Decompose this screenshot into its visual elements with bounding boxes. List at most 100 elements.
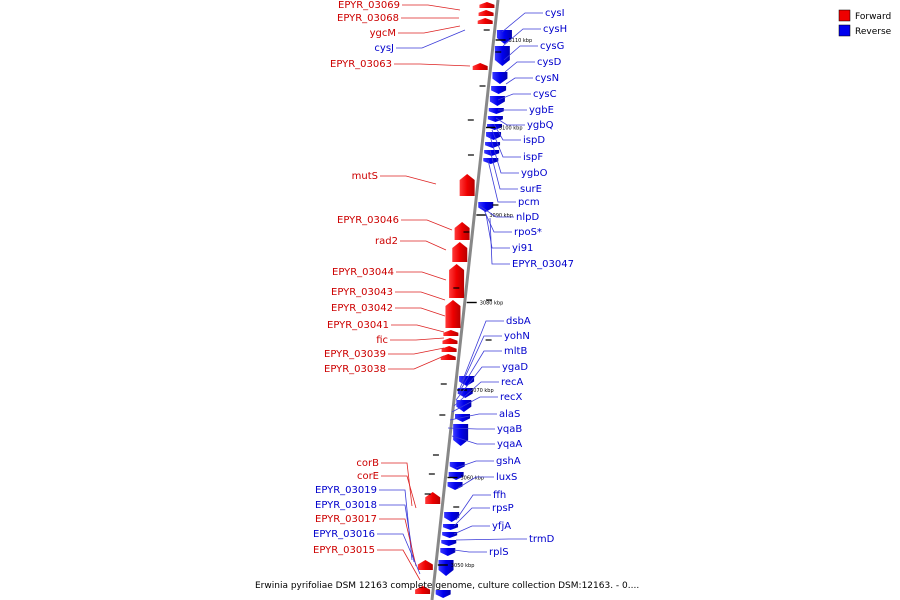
- gene-label-cysd[interactable]: cysD: [537, 57, 562, 68]
- reverse-gene-block-26: [438, 560, 454, 576]
- leader-epyr-03017: [379, 518, 417, 567]
- genome-caption: Erwinia pyrifoliae DSM 12163 complete ge…: [255, 581, 639, 591]
- leader-rpos-: [483, 209, 512, 233]
- gene-label-ygbo[interactable]: ygbO: [521, 168, 548, 179]
- leader-cysg: [503, 45, 538, 61]
- gene-label-epyr-03063[interactable]: EPYR_03063: [330, 59, 392, 70]
- feature-layer: [415, 2, 512, 598]
- leader-epyr-03046: [401, 219, 453, 231]
- gene-label-ispf[interactable]: ispF: [523, 152, 543, 163]
- leader-core: [381, 475, 417, 509]
- leader-fic: [390, 337, 445, 341]
- gene-label-epyr-03046[interactable]: EPYR_03046: [337, 215, 399, 226]
- label-leaders: [377, 4, 543, 581]
- gene-label-ffh[interactable]: ffh: [493, 490, 506, 501]
- forward-gene-block-9: [443, 330, 459, 336]
- gene-label-epyr-03039[interactable]: EPYR_03039: [324, 349, 386, 360]
- gene-label-cysj[interactable]: cysJ: [374, 43, 394, 54]
- gene-label-epyr-03038[interactable]: EPYR_03038: [324, 364, 386, 375]
- gene-label-nlpd[interactable]: nlpD: [516, 212, 539, 223]
- leader-trmd: [455, 538, 527, 541]
- gene-label-epyr-03069[interactable]: EPYR_03069: [338, 0, 400, 11]
- gene-label-rpsp[interactable]: rpsP: [492, 503, 514, 514]
- gene-label-gsha[interactable]: gshA: [496, 456, 521, 467]
- gene-label-epyr-03016[interactable]: EPYR_03016: [313, 529, 375, 540]
- gene-label-fic[interactable]: fic: [376, 335, 388, 346]
- leader-ispf: [491, 129, 521, 158]
- leader-epyr-03063: [394, 63, 471, 67]
- gene-label-epyr-03047[interactable]: EPYR_03047: [512, 259, 574, 270]
- reverse-gene-block-5: [488, 108, 504, 114]
- genome-backbone: [430, 0, 500, 600]
- gene-label-cysi[interactable]: cysI: [545, 8, 565, 19]
- gene-label-cysn[interactable]: cysN: [535, 73, 559, 84]
- gene-label-corb[interactable]: corB: [356, 458, 379, 469]
- gene-label-sure[interactable]: surE: [520, 184, 542, 195]
- axis-tick-label-3100: 3100 kbp: [499, 126, 523, 132]
- gene-label-ygcm[interactable]: ygcM: [370, 28, 396, 39]
- gene-label-epyr-03044[interactable]: EPYR_03044: [332, 267, 394, 278]
- gene-label-reca[interactable]: recA: [501, 377, 524, 388]
- leader-muts: [380, 175, 437, 185]
- gene-label-epyr-03042[interactable]: EPYR_03042: [331, 303, 393, 314]
- gene-label-cysc[interactable]: cysC: [533, 89, 557, 100]
- gene-label-ygbe[interactable]: ygbE: [529, 105, 554, 116]
- gene-label-epyr-03018[interactable]: EPYR_03018: [315, 500, 377, 511]
- leader-cysi: [501, 12, 543, 33]
- gene-label-rad2[interactable]: rad2: [375, 236, 398, 247]
- leader-yi91: [485, 213, 510, 249]
- leader-epyr-03069: [402, 4, 461, 11]
- leader-reca: [453, 381, 499, 407]
- gene-label-ygbq[interactable]: ygbQ: [527, 120, 554, 131]
- gene-label-ispd[interactable]: ispD: [523, 135, 545, 146]
- gene-label-yohn[interactable]: yohN: [504, 331, 530, 342]
- gene-label-pcm[interactable]: pcm: [518, 197, 540, 208]
- reverse-gene-block-12: [478, 202, 494, 212]
- legend-swatch-reverse: [838, 24, 851, 37]
- forward-gene-block-2: [477, 18, 493, 24]
- legend-swatch-forward: [838, 9, 851, 22]
- reverse-gene-block-18: [449, 462, 465, 470]
- gene-label-yi91[interactable]: yi91: [512, 243, 533, 254]
- leader-ygad: [455, 366, 500, 401]
- gene-label-muts[interactable]: mutS: [352, 171, 378, 182]
- gene-label-epyr-03019[interactable]: EPYR_03019: [315, 485, 377, 496]
- forward-gene-block-1: [478, 10, 494, 16]
- gene-label-cysh[interactable]: cysH: [543, 24, 567, 35]
- leader-pcm: [487, 159, 516, 203]
- reverse-gene-block-3: [491, 86, 507, 94]
- gene-label-luxs[interactable]: luxS: [496, 472, 517, 483]
- forward-gene-block-7: [449, 264, 465, 298]
- reverse-gene-block-24: [441, 540, 457, 546]
- gene-label-epyr-03041[interactable]: EPYR_03041: [327, 320, 389, 331]
- gene-label-rpls[interactable]: rplS: [489, 547, 509, 558]
- forward-gene-block-11: [441, 346, 457, 352]
- gene-label-cysg[interactable]: cysG: [540, 41, 564, 52]
- leader-dsba: [461, 320, 504, 383]
- gene-label-yfja[interactable]: yfjA: [492, 521, 511, 532]
- gene-label-epyr-03015[interactable]: EPYR_03015: [313, 545, 375, 556]
- axis-tick-label-3110: 3110 kbp: [509, 38, 533, 44]
- gene-label-alas[interactable]: alaS: [499, 409, 520, 420]
- leader-ffh: [455, 494, 491, 521]
- reverse-gene-block-21: [444, 512, 460, 522]
- reverse-gene-block-20: [447, 482, 463, 490]
- gene-label-epyr-03017[interactable]: EPYR_03017: [315, 514, 377, 525]
- gene-label-yqaa[interactable]: yqaA: [497, 439, 522, 450]
- forward-gene-block-3: [472, 63, 488, 70]
- gene-label-epyr-03043[interactable]: EPYR_03043: [331, 287, 393, 298]
- gene-label-yqab[interactable]: yqaB: [497, 424, 522, 435]
- gene-label-rpos-[interactable]: rpoS*: [514, 227, 542, 238]
- axis-tick-label-3090: 3090 kbp: [489, 213, 513, 219]
- gene-label-recx[interactable]: recX: [500, 392, 523, 403]
- gene-label-epyr-03068[interactable]: EPYR_03068: [337, 13, 399, 24]
- reverse-gene-block-4: [489, 96, 505, 106]
- gene-label-core[interactable]: corE: [357, 471, 379, 482]
- axis-tick-label-3060: 3060 kbp: [460, 476, 484, 482]
- gene-label-mltb[interactable]: mltB: [504, 346, 527, 357]
- gene-label-trmd[interactable]: trmD: [529, 534, 555, 545]
- legend: Forward Reverse: [838, 9, 892, 37]
- gene-label-dsba[interactable]: dsbA: [506, 316, 531, 327]
- gene-label-ygad[interactable]: ygaD: [502, 362, 528, 373]
- leader-cysj: [396, 29, 466, 49]
